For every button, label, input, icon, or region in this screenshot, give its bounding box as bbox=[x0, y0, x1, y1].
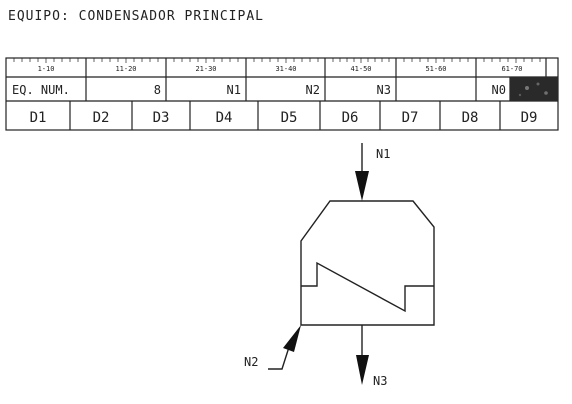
n3-cell: N3 bbox=[377, 83, 391, 97]
range-label: 21-30 bbox=[195, 65, 216, 73]
side-inlet-label: N2 bbox=[244, 355, 258, 369]
range-label: 61-70 bbox=[501, 65, 522, 73]
d4-cell: D4 bbox=[216, 110, 233, 126]
condenser-body bbox=[300, 200, 435, 326]
top-inlet-label: N1 bbox=[376, 147, 390, 161]
d5-cell: D5 bbox=[281, 110, 298, 126]
bottom-outlet-label: N3 bbox=[373, 374, 387, 388]
n1-cell: N1 bbox=[227, 83, 241, 97]
n0-cell: N0 bbox=[492, 83, 506, 97]
range-label: 41-50 bbox=[350, 65, 371, 73]
range-label: 51-60 bbox=[425, 65, 446, 73]
d7-cell: D7 bbox=[402, 110, 419, 126]
range-label: 31-40 bbox=[275, 65, 296, 73]
equipment-title: EQUIPO: CONDENSADOR PRINCIPAL bbox=[8, 9, 264, 24]
tick-marks bbox=[13, 58, 541, 63]
d1-cell: D1 bbox=[30, 110, 47, 126]
eq-num-label: EQ. NUM. bbox=[12, 83, 70, 97]
d2-cell: D2 bbox=[93, 110, 110, 126]
condenser-tube-bundle bbox=[301, 261, 434, 313]
n2-cell: N2 bbox=[306, 83, 320, 97]
range-label: 11-20 bbox=[115, 65, 136, 73]
d9-cell: D9 bbox=[521, 110, 538, 126]
d8-cell: D8 bbox=[462, 110, 479, 126]
side-inlet-arrow bbox=[268, 325, 301, 370]
range-label: 1-10 bbox=[38, 65, 55, 73]
d6-cell: D6 bbox=[342, 110, 359, 126]
eq-num-value: 8 bbox=[154, 83, 161, 97]
condenser-symbol bbox=[300, 200, 435, 326]
d3-cell: D3 bbox=[153, 110, 170, 126]
top-inlet-arrow bbox=[355, 143, 369, 201]
bottom-outlet-arrow bbox=[356, 325, 369, 385]
shaded-cell bbox=[510, 77, 558, 101]
